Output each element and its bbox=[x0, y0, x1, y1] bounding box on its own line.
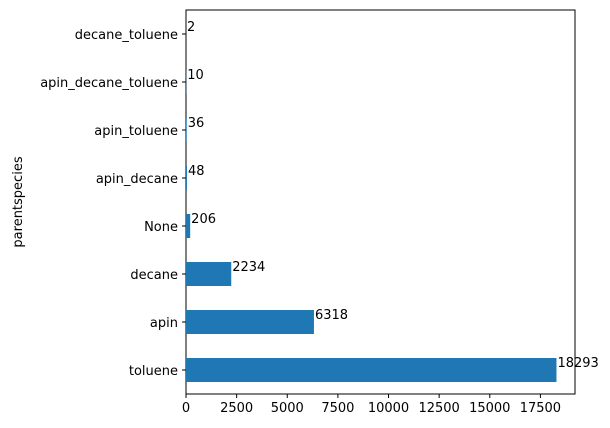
plot-area: 18293 6318 2234 206 48 36 10 2 bbox=[185, 9, 599, 395]
y-tick-label-toluene: toluene bbox=[129, 364, 178, 379]
data-label-toluene: 18293 bbox=[557, 356, 598, 371]
data-label-apin_toluene: 36 bbox=[188, 116, 205, 131]
x-tick-label-5000: 5000 bbox=[271, 401, 304, 416]
bar-apin bbox=[186, 310, 314, 334]
data-labels-group: 18293 6318 2234 206 48 36 10 2 bbox=[187, 20, 599, 371]
y-tick-label-apin: apin bbox=[150, 316, 178, 331]
x-tick-label-17500: 17500 bbox=[520, 401, 561, 416]
y-tick-label-None: None bbox=[144, 220, 178, 235]
bar-apin_decane bbox=[186, 166, 187, 190]
y-tick-label-decane: decane bbox=[130, 268, 178, 283]
data-label-None: 206 bbox=[191, 212, 216, 227]
data-label-apin_decane: 48 bbox=[188, 164, 205, 179]
bars-group bbox=[186, 22, 557, 382]
axes-frame bbox=[185, 9, 576, 395]
y-tick-label-apin_decane: apin_decane bbox=[96, 172, 178, 187]
x-tick-label-15000: 15000 bbox=[469, 401, 510, 416]
bar-toluene bbox=[186, 358, 557, 382]
x-tick-label-2500: 2500 bbox=[220, 401, 253, 416]
y-axis-title: parentspecies bbox=[11, 156, 26, 247]
y-tick-label-apin_decane_toluene: apin_decane_toluene bbox=[40, 76, 178, 91]
y-tick-label-apin_toluene: apin_toluene bbox=[94, 124, 178, 139]
x-tick-label-10000: 10000 bbox=[368, 401, 409, 416]
bar-decane bbox=[186, 262, 232, 286]
bar-apin_toluene bbox=[186, 118, 187, 142]
x-tick-label-12500: 12500 bbox=[418, 401, 459, 416]
data-label-decane_toluene: 2 bbox=[187, 20, 195, 35]
x-tick-label-7500: 7500 bbox=[321, 401, 354, 416]
data-label-decane: 2234 bbox=[232, 260, 265, 275]
bar-None bbox=[186, 214, 191, 238]
x-tick-label-0: 0 bbox=[182, 401, 190, 416]
data-label-apin: 6318 bbox=[315, 308, 348, 323]
x-axis: 0 2500 5000 7500 10000 12500 15000 17500 bbox=[182, 394, 561, 416]
y-tick-label-decane_toluene: decane_toluene bbox=[75, 28, 178, 43]
data-label-apin_decane_toluene: 10 bbox=[187, 68, 204, 83]
y-axis: toluene apin decane None apin_decane apin_tol… bbox=[40, 28, 186, 379]
